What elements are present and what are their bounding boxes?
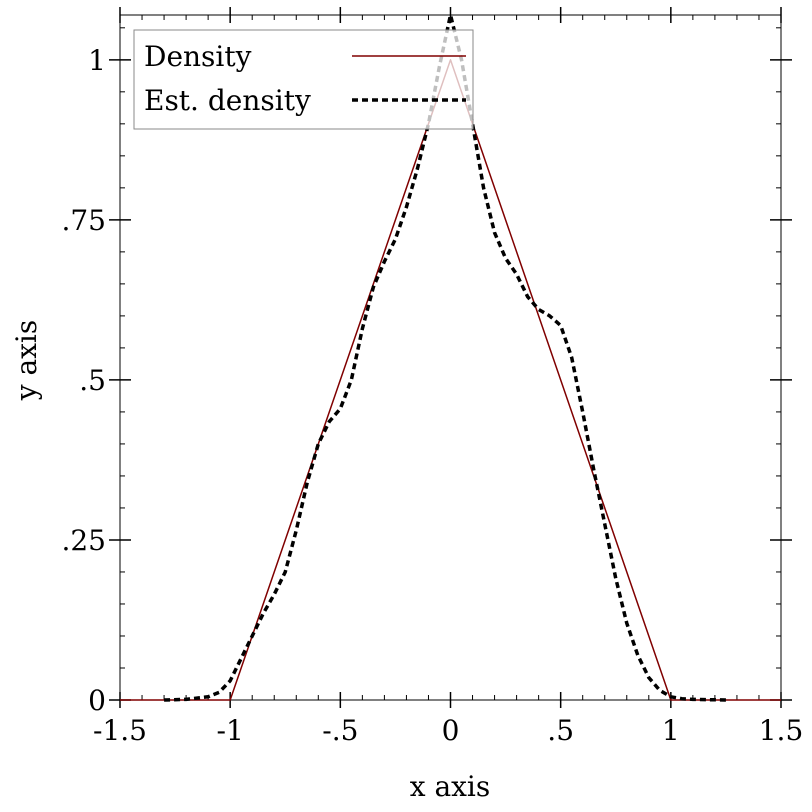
legend-box	[133, 29, 474, 130]
x-tick-label: .5	[547, 714, 574, 747]
x-tick-label: -.5	[322, 714, 358, 747]
legend: Density Est. density	[133, 29, 474, 130]
x-tick-label: -1	[217, 714, 244, 747]
y-tick-label: .75	[61, 204, 106, 237]
x-tick-label: 1	[662, 714, 680, 747]
x-tick-label: -1.5	[93, 714, 147, 747]
x-tick-label: 0	[442, 714, 460, 747]
x-axis-label: x axis	[410, 770, 491, 803]
y-tick-label: 0	[88, 684, 106, 717]
x-tick-label: 1.5	[759, 714, 804, 747]
y-tick-label: 1	[88, 44, 106, 77]
axes: -1.5 -1 -.5 0 .5 1 1.5 0 .25 .5 .75 1	[61, 7, 803, 747]
y-tick-label: .5	[79, 364, 106, 397]
legend-label-density: Density	[144, 40, 252, 73]
legend-label-est-density: Est. density	[144, 84, 311, 117]
y-axis-label: y axis	[10, 320, 43, 402]
y-tick-label: .25	[61, 524, 106, 557]
series-line-density	[120, 59, 781, 701]
